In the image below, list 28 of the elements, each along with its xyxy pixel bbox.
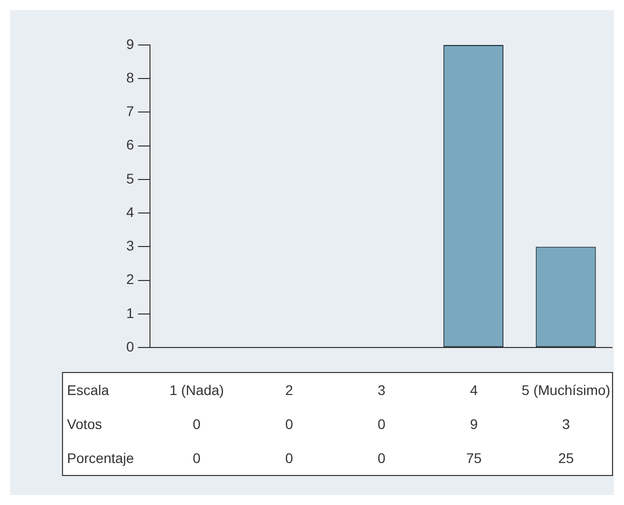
y-tick-label: 2 bbox=[126, 271, 134, 288]
x-axis-title: Escala bbox=[66, 381, 110, 400]
data-label: 3 bbox=[561, 415, 571, 434]
x-tick-label: 3 bbox=[376, 381, 386, 400]
y-tick-label: 8 bbox=[126, 69, 134, 86]
x-tick-label: 2 bbox=[284, 381, 294, 400]
text: Votos bbox=[66, 415, 104, 434]
y-tick-label: 9 bbox=[126, 36, 134, 52]
y-tick-label: 0 bbox=[126, 338, 134, 354]
data-label: 9 bbox=[468, 415, 479, 434]
y-tick-label: 7 bbox=[126, 103, 134, 120]
text: Porcentaje bbox=[66, 449, 135, 468]
text: 0 bbox=[192, 449, 202, 468]
y-tick-label: 6 bbox=[126, 136, 134, 153]
x-tick-label: 5 (Muchísimo) bbox=[520, 381, 612, 400]
text: 0 bbox=[376, 449, 386, 468]
x-tick-label: 1 (Nada) bbox=[168, 381, 225, 400]
data-label: 0 bbox=[192, 415, 202, 434]
y-tick-label: 3 bbox=[126, 238, 134, 254]
data-label: 0 bbox=[376, 415, 386, 434]
y-tick-label: 5 bbox=[126, 170, 134, 186]
y-tick-label: 1 bbox=[126, 304, 134, 321]
text: 75 bbox=[465, 449, 483, 468]
data-label: 0 bbox=[284, 415, 294, 434]
text: 0 bbox=[284, 449, 294, 468]
y-tick-label: 4 bbox=[126, 204, 134, 220]
x-tick-label: 4 bbox=[468, 381, 479, 400]
text: 25 bbox=[557, 449, 575, 468]
